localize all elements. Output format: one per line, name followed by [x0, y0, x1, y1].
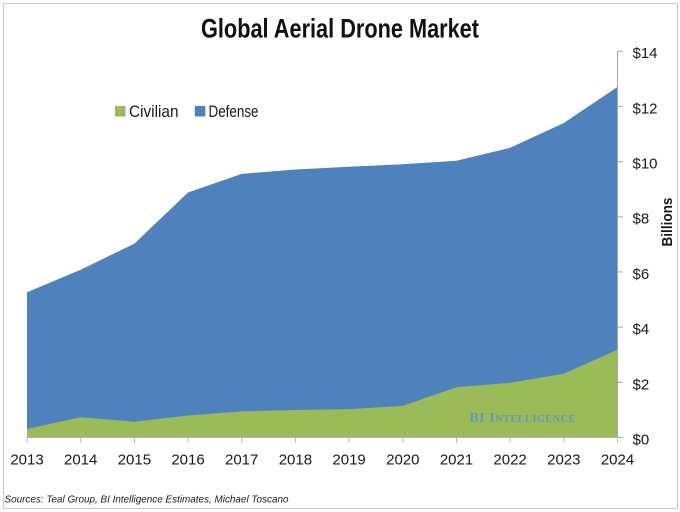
svg-text:2022: 2022 — [493, 451, 526, 468]
svg-text:2020: 2020 — [386, 451, 419, 468]
svg-text:$4: $4 — [633, 321, 650, 338]
svg-text:2016: 2016 — [171, 451, 204, 468]
svg-text:2021: 2021 — [440, 451, 473, 468]
svg-text:2023: 2023 — [547, 451, 580, 468]
svg-text:$12: $12 — [633, 100, 658, 117]
svg-text:2015: 2015 — [118, 451, 151, 468]
svg-text:$0: $0 — [633, 431, 650, 448]
svg-text:2017: 2017 — [225, 451, 258, 468]
svg-text:2013: 2013 — [10, 451, 43, 468]
svg-text:2019: 2019 — [332, 451, 365, 468]
svg-text:Defense: Defense — [209, 102, 259, 121]
svg-text:$6: $6 — [633, 266, 650, 283]
svg-text:$10: $10 — [633, 156, 658, 173]
svg-text:$8: $8 — [633, 211, 650, 228]
svg-text:2018: 2018 — [279, 451, 312, 468]
svg-text:Civilian: Civilian — [129, 102, 179, 121]
svg-text:Sources: Teal Group, BI Intell: Sources: Teal Group, BI Intelligence Est… — [5, 493, 289, 505]
svg-text:2024: 2024 — [601, 451, 634, 468]
svg-text:Billions: Billions — [660, 198, 676, 247]
svg-text:Global Aerial Drone Market: Global Aerial Drone Market — [201, 14, 479, 44]
svg-text:$14: $14 — [633, 45, 658, 62]
svg-text:2014: 2014 — [64, 451, 97, 468]
svg-text:$2: $2 — [633, 376, 650, 393]
